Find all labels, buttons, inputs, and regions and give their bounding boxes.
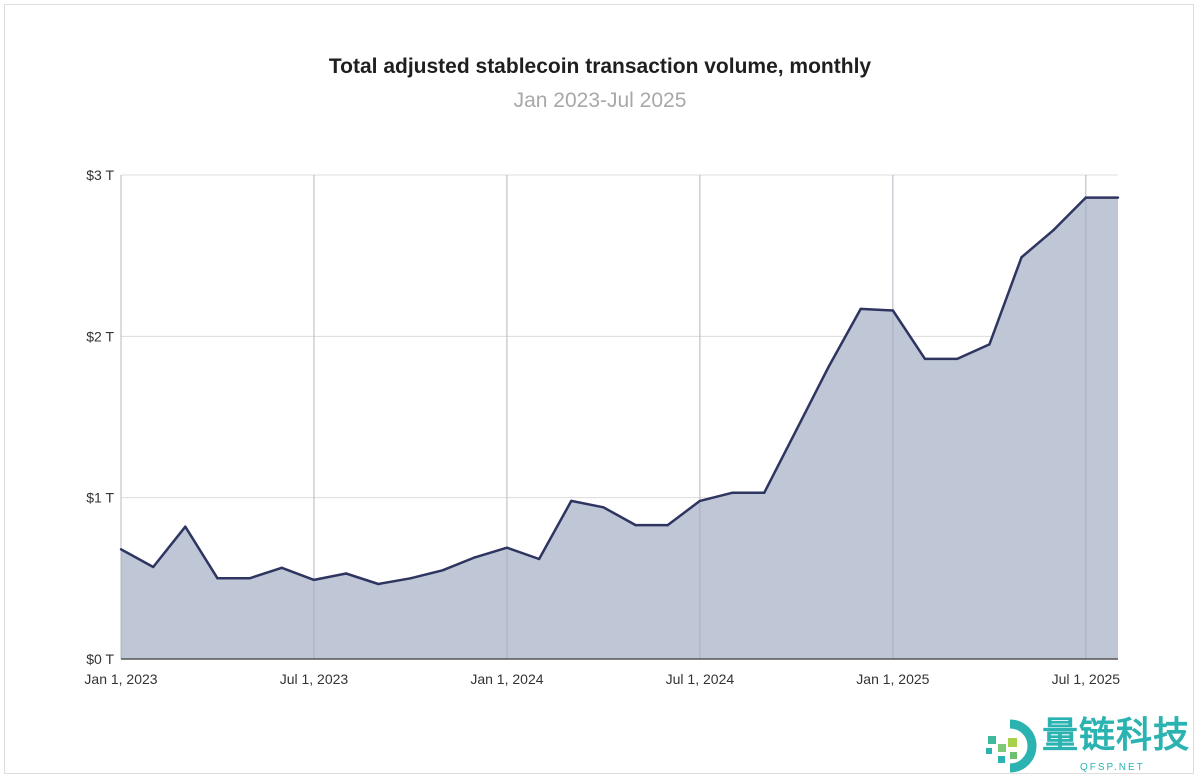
watermark-text: 量链科技 xyxy=(1042,715,1191,756)
data-point xyxy=(473,556,476,559)
x-tick-label: Jan 1, 2023 xyxy=(84,671,157,687)
data-point xyxy=(795,428,798,432)
data-point xyxy=(409,577,412,580)
data-point xyxy=(505,546,509,549)
data-point xyxy=(602,506,605,509)
y-tick-label: $1 T xyxy=(86,490,114,506)
watermark-logo: 量链科技 QFSP.NET xyxy=(980,716,1200,778)
data-point xyxy=(988,343,991,346)
chart-subtitle: Jan 2023-Jul 2025 xyxy=(513,89,687,112)
data-point xyxy=(698,499,702,503)
data-point xyxy=(184,525,187,528)
x-tick-label: Jul 1, 2024 xyxy=(666,671,735,687)
data-point xyxy=(923,357,927,361)
data-point xyxy=(955,357,959,361)
data-point xyxy=(216,577,219,580)
data-point xyxy=(441,569,444,572)
chart-title: Total adjusted stablecoin transaction vo… xyxy=(328,55,872,78)
data-point xyxy=(891,309,895,312)
watermark-subtext: QFSP.NET xyxy=(1080,762,1145,773)
series-line xyxy=(120,196,1118,586)
area-fill xyxy=(121,197,1118,659)
y-tick-label: $2 T xyxy=(86,328,114,344)
x-tick-label: Jul 1, 2023 xyxy=(280,671,349,687)
chart-frame xyxy=(4,4,1194,774)
data-point xyxy=(1084,196,1088,199)
x-tick-label: Jul 1, 2025 xyxy=(1052,671,1121,687)
data-point xyxy=(859,307,862,311)
data-point xyxy=(763,491,766,495)
x-tick-label: Jan 1, 2024 xyxy=(470,671,543,687)
data-point xyxy=(1020,256,1023,259)
data-point xyxy=(344,572,348,575)
data-point xyxy=(151,565,155,569)
data-point xyxy=(119,548,123,551)
data-point xyxy=(1116,196,1120,199)
data-point xyxy=(730,491,734,495)
data-point xyxy=(570,499,573,503)
y-tick-label: $3 T xyxy=(86,167,114,183)
data-point xyxy=(1052,228,1055,232)
data-point xyxy=(312,578,316,582)
data-point xyxy=(248,577,251,580)
data-point xyxy=(634,523,637,527)
y-tick-label: $0 T xyxy=(86,651,114,667)
data-point xyxy=(537,557,541,561)
data-point xyxy=(827,365,830,369)
data-point xyxy=(377,582,380,586)
logo-icon xyxy=(986,719,1037,773)
data-point xyxy=(280,566,284,570)
data-point xyxy=(666,523,669,527)
x-tick-label: Jan 1, 2025 xyxy=(856,671,929,687)
